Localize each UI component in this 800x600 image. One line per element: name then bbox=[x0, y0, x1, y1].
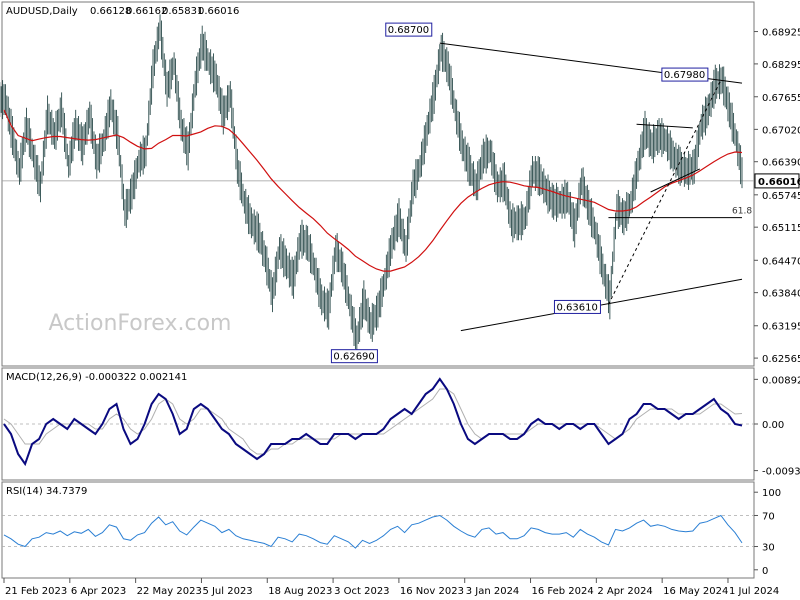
last-price-label: 0.66016 bbox=[758, 177, 800, 188]
last-price-box bbox=[754, 173, 800, 189]
date-tick-label: 5 Jul 2023 bbox=[202, 586, 252, 597]
macd-tick-label: 0.00 bbox=[762, 420, 784, 431]
annotation-box bbox=[661, 67, 709, 82]
fib-label: 61.8 bbox=[732, 207, 752, 217]
rsi-panel bbox=[1, 481, 755, 579]
annotation-label: 0.62690 bbox=[333, 352, 374, 363]
date-tick-label: 16 Nov 2023 bbox=[400, 586, 464, 597]
rsi-tick-label: 100 bbox=[762, 488, 781, 499]
date-tick-label: 21 Feb 2023 bbox=[5, 586, 67, 597]
macd-line bbox=[3, 377, 743, 467]
rsi-tick-label: 30 bbox=[762, 543, 775, 554]
annotation-box bbox=[553, 299, 601, 314]
date-tick-label: 1 Jul 2024 bbox=[729, 586, 779, 597]
price-tick-label: 0.65115 bbox=[762, 223, 800, 234]
rsi-tick-label: 70 bbox=[762, 511, 775, 522]
price-axis: 0.68925 0.68295 0.67655 0.67020 0.66390 0.657… bbox=[2, 28, 800, 365]
macd-label: MACD(12,26,9) -0.000322 0.002141 bbox=[6, 372, 187, 383]
macd-panel bbox=[1, 367, 755, 481]
watermark: ActionForex.com bbox=[49, 311, 232, 336]
date-tick-label: 6 Apr 2023 bbox=[71, 586, 126, 597]
ohlc-close: 0.66016 bbox=[198, 6, 239, 17]
triangle-bottom bbox=[650, 168, 701, 193]
rsi-line bbox=[3, 514, 743, 549]
price-tick-label: 0.65745 bbox=[762, 191, 800, 202]
annotation-label: 0.67980 bbox=[664, 70, 705, 81]
macd-plot: 0.008929 0.00 -0.009321 bbox=[2, 375, 800, 478]
annotation-box bbox=[330, 349, 378, 364]
ohlc-open: 0.66128 bbox=[90, 6, 131, 17]
annotation-label: 0.68700 bbox=[388, 25, 429, 36]
price-tick-label: 0.66390 bbox=[762, 158, 800, 169]
price-tick-label: 0.64470 bbox=[762, 256, 800, 267]
annotation-label: 0.63610 bbox=[556, 302, 597, 313]
date-tick-label: 18 Aug 2023 bbox=[268, 586, 332, 597]
price-tick-label: 0.67655 bbox=[762, 93, 800, 104]
date-tick-label: 16 May 2024 bbox=[663, 586, 728, 597]
price-tick-label: 0.68295 bbox=[762, 60, 800, 71]
date-tick-label: 2 Apr 2024 bbox=[597, 586, 652, 597]
ohlc-low: 0.65831 bbox=[162, 6, 203, 17]
date-axis: 21 Feb 2023 6 Apr 2023 22 May 2023 5 Jul 20… bbox=[3, 578, 779, 597]
moving-average-line bbox=[3, 109, 743, 272]
macd-tick-label: -0.009321 bbox=[762, 467, 800, 478]
date-tick-label: 22 May 2023 bbox=[137, 586, 202, 597]
rsi-plot: 100 70 30 0 bbox=[2, 488, 781, 577]
macd-tick-label: 0.008929 bbox=[762, 375, 800, 386]
price-plot: 0.68700 0.67980 0.63610 0.62690 61.8 bbox=[0, 14, 752, 364]
price-tick-label: 0.68925 bbox=[762, 28, 800, 39]
price-tick-label: 0.63840 bbox=[762, 289, 800, 300]
triangle-top bbox=[636, 123, 693, 129]
rsi-tick-label: 0 bbox=[762, 566, 768, 577]
symbol-label: AUDUSD,Daily bbox=[6, 6, 78, 17]
price-tick-label: 0.67020 bbox=[762, 125, 800, 136]
date-tick-label: 16 Feb 2024 bbox=[532, 586, 594, 597]
price-tick-label: 0.63195 bbox=[762, 322, 800, 333]
lower-trendline bbox=[460, 278, 743, 332]
date-tick-label: 3 Oct 2023 bbox=[334, 586, 389, 597]
ohlc-high: 0.66162 bbox=[126, 6, 167, 17]
annotation-box bbox=[385, 22, 433, 37]
rsi-label: RSI(14) 34.7379 bbox=[6, 486, 87, 497]
price-tick-label: 0.62565 bbox=[762, 354, 800, 365]
date-tick-label: 3 Jan 2024 bbox=[466, 586, 520, 597]
